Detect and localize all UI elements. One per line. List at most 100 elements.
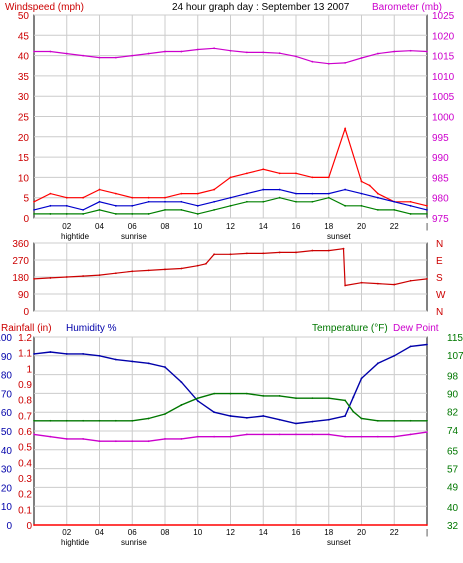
rainfall-tick-label: 0.3 [18,474,32,485]
barometer-tick-label: 1010 [432,72,455,83]
wind-direction-point [327,249,330,252]
wind-x-tick-label: 18 [324,222,333,231]
rainfall-tick-label: 0.6 [18,427,32,438]
humidity-point [376,362,379,365]
wind-average-point [409,204,412,207]
windspeed-point [33,200,35,203]
humidity-point [229,415,232,417]
windspeed-point [82,196,85,199]
temperature-tick-label: 107 [447,351,463,362]
humidity-point [262,415,265,417]
barometer-point [82,54,85,57]
humidity-point [164,366,166,368]
windspeed-point [327,176,330,179]
temperature-point [360,417,363,420]
barometer-point [262,51,265,54]
wind-average-point [245,192,248,195]
temperature-point [82,419,85,422]
windspeed-point [262,168,265,171]
dew-point-point [82,438,85,440]
wind-direction-point [409,279,412,282]
barometer-point [229,49,232,52]
compass-tick-label: N [436,307,443,318]
temperature-x-tick-label: 04 [95,528,104,537]
wind-average-point [131,204,134,207]
rainfall-axis-title: Rainfall (in) [1,323,52,334]
temperature-tick-label: 49 [447,482,459,493]
barometer-point [131,54,134,57]
wind-direction-point [82,275,85,277]
temperature-point [376,419,379,422]
wind-lull-point [82,213,85,215]
temperature-point [344,399,347,402]
wind-direction-point [49,277,52,279]
dew-point-point [98,440,101,443]
windspeed-tick-label: 50 [18,11,30,22]
sunrise-label-bottom: sunrise [121,538,147,547]
barometer-tick-label: 995 [432,133,449,144]
wind-x-tick-label: 04 [95,222,104,231]
dew-point-point [147,440,150,443]
compass-tick-label: W [436,290,446,301]
windspeed-point [213,188,216,191]
temperature-x-tick-label: 06 [128,528,137,537]
rainfall-tick-label: 0.7 [18,411,32,422]
wind-lull-point [98,208,101,211]
barometer-point [65,52,68,55]
wind-lull-point [344,204,347,207]
temperature-point [393,419,396,422]
temperature-tick-label: 57 [447,464,459,475]
rainfall-point [33,524,35,526]
temperature-tick-label: 65 [447,446,459,457]
humidity-point [344,415,347,417]
windspeed-point [65,196,68,199]
temperature-x-tick-label: 10 [193,528,202,537]
humidity-point [180,381,183,384]
temperature-point [131,419,134,422]
wind-x-tick-label: 02 [62,222,71,231]
wind-lull-point [65,213,68,215]
wind-direction-point [245,252,248,255]
hightide-label-top: hightide [61,232,90,241]
temperature-point [49,419,52,422]
temperature-tick-label: 74 [447,426,459,437]
windspeed-point [49,192,52,195]
windspeed-tick-label: 30 [18,92,30,103]
barometer-point [33,50,35,53]
barometer-point [409,49,412,52]
humidity-tick-label: 40 [1,446,13,457]
wind-lull-point [360,204,363,207]
wind-direction-point [278,251,281,254]
wind-lull-point [311,200,314,203]
wind-direction-point [262,252,265,255]
wind-average-point [98,200,101,203]
temperature-point [262,394,265,397]
temperature-axis-title: Temperature (°F) [312,323,388,334]
barometer-point [114,56,117,59]
dew-point-point [114,440,117,443]
windspeed-point [131,196,134,199]
dew-point-point [131,440,134,443]
dew-point-point [229,435,232,438]
windspeed-point [245,172,248,175]
wind-average-point [426,208,428,211]
wind-direction-point [147,269,150,272]
dew-point-point [164,438,166,440]
wind-x-tick-label: 06 [128,222,137,231]
barometer-point [311,60,314,63]
barometer-point [164,50,166,53]
barometer-point [426,50,428,53]
temperature-point [65,419,68,422]
rainfall-tick-label: 0.1 [18,505,32,516]
temperature-point [114,419,117,422]
wind-average-point [49,204,52,207]
wind-average-point [82,208,85,211]
windspeed-axis-title: Windspeed (mph) [5,2,84,13]
barometer-tick-label: 980 [432,194,449,205]
direction-tick-label: 180 [12,273,29,284]
wind-lull-point [49,213,52,215]
rainfall-tick-label: 0.9 [18,380,32,391]
windspeed-point [114,192,117,195]
rainfall-tick-label: 0 [26,521,32,532]
dew-point-point [295,433,297,436]
